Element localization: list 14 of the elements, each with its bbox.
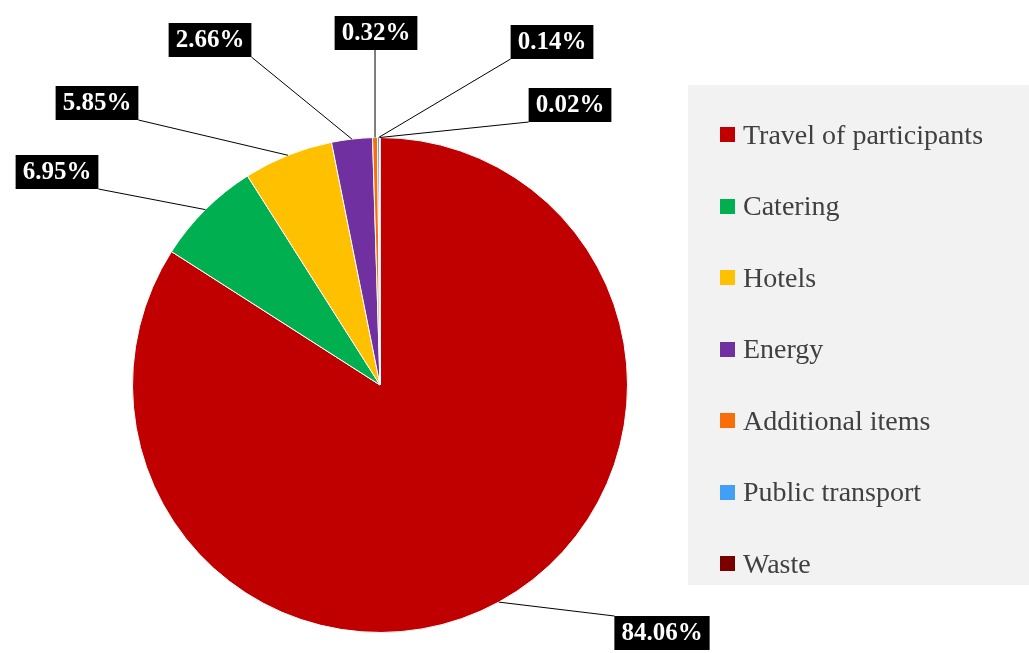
legend-label: Additional items	[743, 404, 931, 437]
legend-label: Hotels	[743, 261, 817, 294]
data-label: 84.06%	[621, 618, 703, 646]
legend-label: Waste	[743, 547, 811, 580]
legend-label: Travel of participants	[743, 118, 984, 151]
legend-label: Energy	[743, 333, 824, 366]
data-label: 5.85%	[62, 88, 132, 116]
data-label: 2.66%	[175, 25, 245, 53]
data-label: 0.32%	[341, 18, 411, 46]
data-label: 0.02%	[535, 90, 605, 118]
legend-label: Catering	[743, 190, 840, 223]
data-label: 0.14%	[517, 27, 587, 55]
data-label: 6.95%	[22, 157, 92, 185]
legend-label: Public transport	[743, 476, 922, 509]
